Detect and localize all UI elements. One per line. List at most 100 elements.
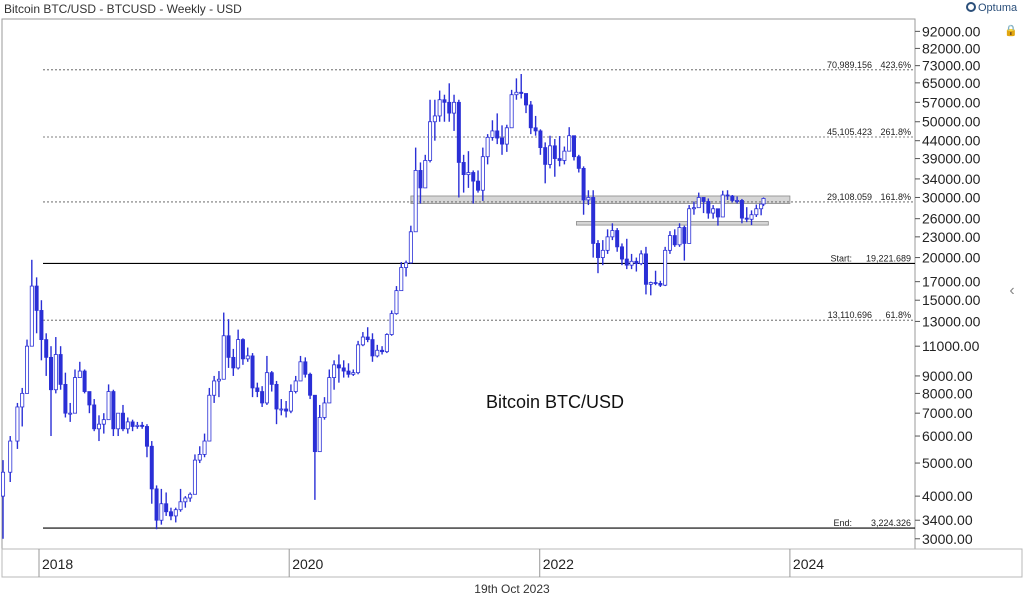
candle-body bbox=[96, 423, 101, 430]
fib-level-tag: 13,110.696 bbox=[828, 310, 872, 320]
candle-body bbox=[447, 101, 452, 114]
candle-body bbox=[524, 93, 529, 106]
optuma-logo-icon bbox=[966, 2, 976, 12]
candle-body bbox=[212, 380, 217, 396]
candle-body bbox=[682, 227, 687, 244]
candle-body bbox=[504, 127, 509, 145]
y-tick-label: 57000.00 bbox=[922, 94, 981, 110]
candle-body bbox=[461, 162, 466, 176]
candle-body bbox=[332, 364, 337, 378]
candle-body bbox=[437, 99, 442, 117]
candle-body bbox=[72, 377, 77, 414]
candle-body bbox=[586, 197, 591, 201]
candle-body bbox=[471, 172, 476, 182]
candle-body bbox=[303, 361, 308, 375]
y-tick-label: 50000.00 bbox=[922, 114, 981, 130]
candle-body bbox=[120, 412, 125, 430]
candle-body bbox=[317, 417, 322, 453]
fib-level-tag: End: bbox=[833, 518, 852, 528]
candle-body bbox=[231, 356, 236, 369]
candle-body bbox=[92, 404, 97, 430]
candle-body bbox=[533, 127, 538, 132]
candle-body bbox=[500, 137, 505, 145]
y-tick-label: 34000.00 bbox=[922, 171, 981, 187]
candle-body bbox=[548, 145, 553, 165]
fib-level-tag: 70,989.156 bbox=[827, 60, 872, 70]
candle-body bbox=[288, 391, 293, 412]
candle-body bbox=[154, 488, 159, 521]
candle-body bbox=[735, 200, 740, 202]
y-tick-label: 82000.00 bbox=[922, 40, 981, 56]
y-tick-label: 26000.00 bbox=[922, 211, 981, 227]
candle-body bbox=[1, 471, 6, 497]
y-tick-label: 13000.00 bbox=[922, 313, 981, 329]
candle-body bbox=[754, 208, 759, 216]
candle-body bbox=[562, 150, 567, 161]
candle-body bbox=[8, 440, 13, 473]
candle-body bbox=[49, 356, 54, 391]
candle-body bbox=[759, 203, 764, 210]
y-tick-label: 92000.00 bbox=[922, 23, 981, 39]
resistance-zone-2 bbox=[575, 221, 769, 226]
fib-level-value: 3,224.326 bbox=[871, 518, 911, 528]
candle-body bbox=[308, 373, 313, 396]
candle-body bbox=[63, 383, 68, 414]
candle-body bbox=[648, 282, 653, 285]
candle-body bbox=[696, 197, 701, 209]
chevron-left-icon[interactable]: ‹ bbox=[1009, 282, 1015, 299]
candle-body bbox=[279, 408, 284, 411]
candle-body bbox=[197, 454, 202, 461]
candle-body bbox=[130, 421, 135, 427]
candle-body bbox=[452, 101, 457, 114]
candle-body bbox=[600, 249, 605, 258]
lock-icon[interactable]: 🔒 bbox=[1004, 25, 1018, 37]
candle-body bbox=[715, 208, 720, 218]
candle-body bbox=[466, 172, 471, 176]
candle-body bbox=[394, 290, 399, 315]
candle-body bbox=[528, 104, 533, 129]
candle-body bbox=[485, 136, 490, 158]
candle-body bbox=[476, 180, 481, 191]
candle-body bbox=[543, 147, 548, 165]
candle-body bbox=[149, 445, 154, 490]
candle-body bbox=[44, 339, 49, 358]
y-tick-label: 9000.00 bbox=[922, 368, 973, 384]
candle-body bbox=[245, 355, 250, 360]
candle-body bbox=[761, 198, 766, 205]
x-tick-label: 2020 bbox=[292, 556, 323, 572]
candle-body bbox=[341, 367, 346, 372]
y-tick-label: 17000.00 bbox=[922, 274, 981, 290]
y-tick-label: 3000.00 bbox=[922, 531, 973, 547]
candle-body bbox=[711, 208, 716, 214]
y-tick-label: 65000.00 bbox=[922, 75, 981, 91]
candle-body bbox=[183, 497, 188, 503]
candle-body bbox=[639, 253, 644, 265]
candle-body bbox=[538, 130, 543, 148]
candle-body bbox=[226, 335, 231, 358]
candle-body bbox=[519, 91, 524, 94]
candle-body bbox=[365, 336, 370, 340]
fib-level-tag: 45,105.423 bbox=[827, 127, 872, 137]
fib-level-value: 261.8% bbox=[880, 127, 911, 137]
y-tick-label: 15000.00 bbox=[922, 292, 981, 308]
candle-body bbox=[384, 334, 389, 353]
candle-body bbox=[293, 380, 298, 392]
candle-body bbox=[576, 156, 581, 169]
candle-body bbox=[336, 364, 341, 369]
candle-body bbox=[111, 391, 116, 430]
candle-body bbox=[312, 394, 317, 453]
fib-level-value: 423.6% bbox=[880, 60, 911, 70]
y-tick-label: 6000.00 bbox=[922, 428, 973, 444]
candle-body bbox=[240, 339, 245, 360]
x-tick-label: 2022 bbox=[543, 556, 574, 572]
candle-body bbox=[514, 91, 519, 96]
candle-body bbox=[380, 349, 385, 353]
candle-body bbox=[188, 493, 193, 499]
candle-body bbox=[413, 170, 418, 233]
candle-body bbox=[619, 246, 624, 260]
y-tick-label: 4000.00 bbox=[922, 488, 973, 504]
candle-body bbox=[404, 262, 409, 268]
candle-body bbox=[135, 424, 140, 427]
candle-body bbox=[624, 258, 629, 266]
plot-area-frame bbox=[1, 18, 916, 550]
